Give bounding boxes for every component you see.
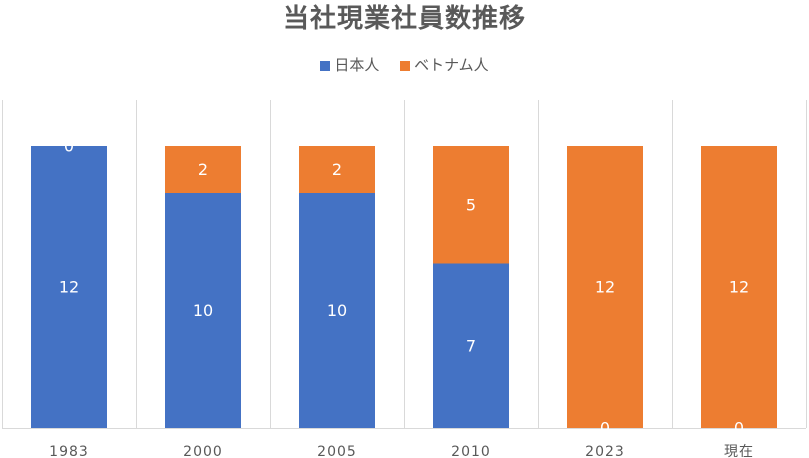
legend-label-vietnamese: ベトナム人 [414,56,489,74]
x-tick-label: 1983 [49,444,89,458]
data-label-japanese-1: 10 [193,301,213,320]
legend-entry-japanese: 日本人 [320,54,379,76]
bar-japanese-0 [31,146,107,428]
data-label-vietnamese-4: 12 [595,278,615,297]
data-label-japanese-3: 7 [466,336,476,355]
legend-swatch-vietnamese [400,60,411,71]
bar-vietnamese-4 [567,146,643,428]
data-label-vietnamese-5: 12 [729,278,749,297]
legend: 日本人 ベトナム人 [0,54,809,76]
bar-japanese-2 [299,193,375,428]
data-label-japanese-4: 0 [600,419,610,438]
data-label-japanese-0: 12 [59,278,79,297]
data-label-japanese-5: 0 [734,419,744,438]
x-tick-label: 2000 [183,444,223,458]
data-label-vietnamese-0: 0 [64,137,74,156]
data-label-japanese-2: 10 [327,301,347,320]
data-label-vietnamese-3: 5 [466,195,476,214]
chart-title: 当社現業社員数推移 [282,4,526,34]
x-tick-label: 2005 [317,444,357,458]
bar-vietnamese-5 [701,146,777,428]
bar-vietnamese-1 [165,146,241,193]
data-label-vietnamese-2: 2 [332,160,342,179]
bar-japanese-1 [165,193,241,428]
x-tick-label: 現在 [724,444,754,458]
bar-vietnamese-3 [433,146,509,264]
bar-japanese-3 [433,263,509,428]
legend-entry-vietnamese: ベトナム人 [400,54,489,76]
bar-vietnamese-2 [299,146,375,193]
x-tick-label: 2023 [585,444,625,458]
legend-swatch-japanese [320,60,331,71]
x-tick-label: 2010 [451,444,491,458]
data-label-vietnamese-1: 2 [198,160,208,179]
legend-label-japanese: 日本人 [334,56,380,74]
